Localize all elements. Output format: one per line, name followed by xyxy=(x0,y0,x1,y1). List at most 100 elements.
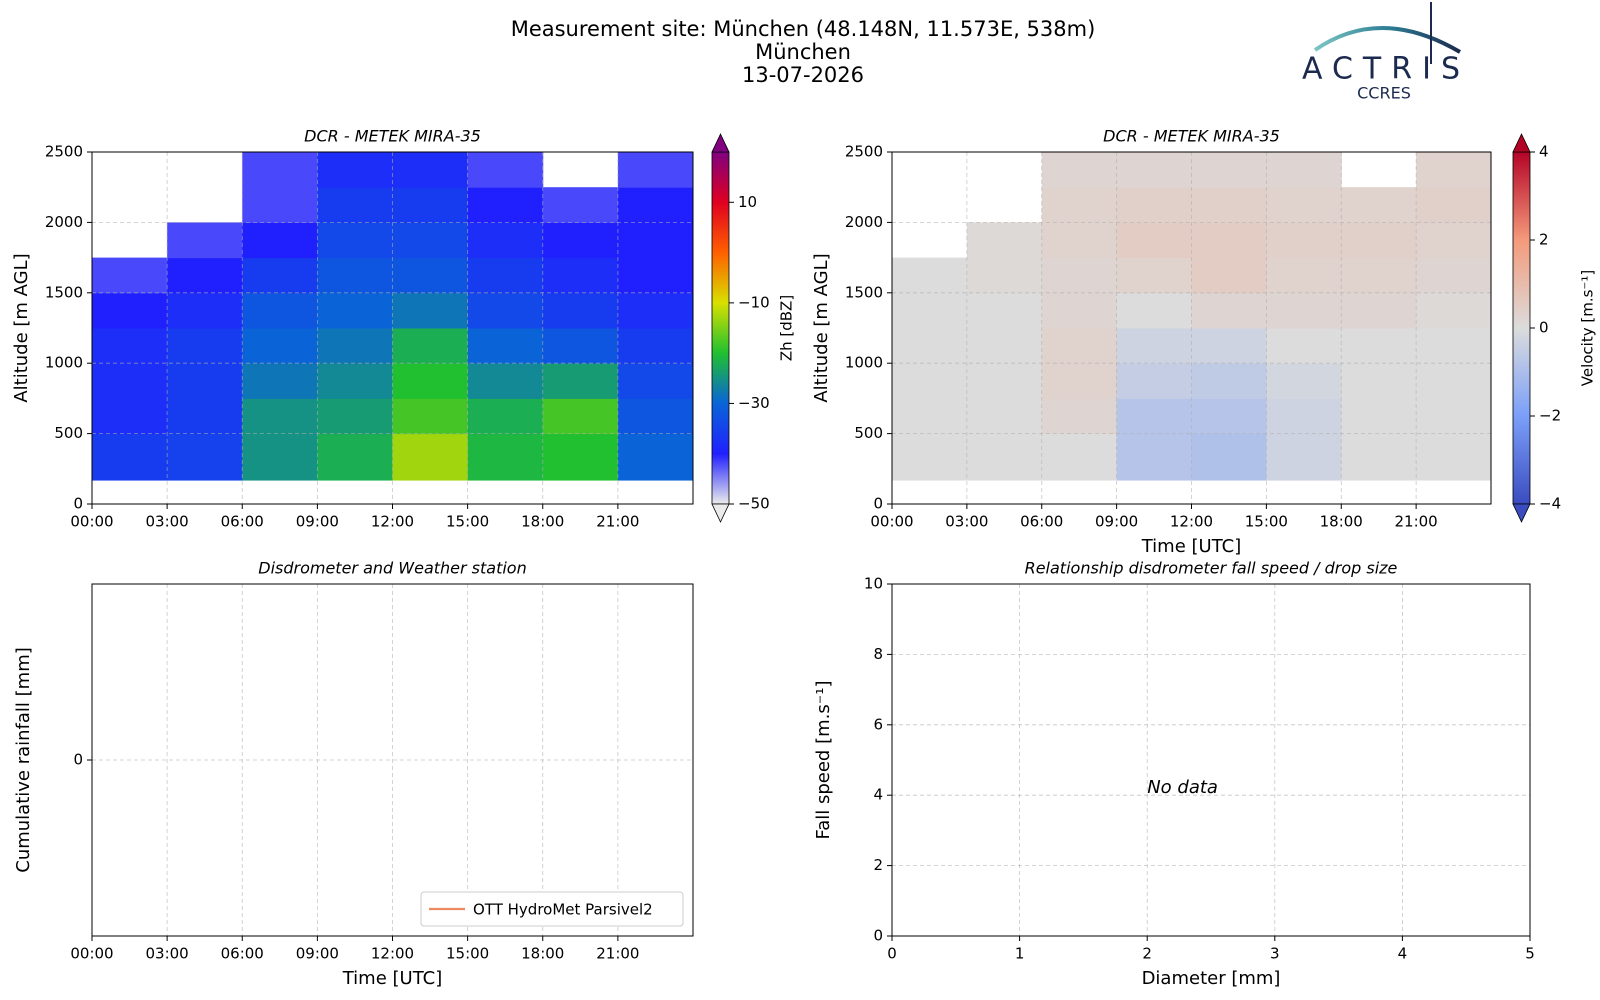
heatmap-cell xyxy=(1041,257,1118,294)
x-tick-label: 03:00 xyxy=(146,513,189,531)
y-tick-label: 2 xyxy=(873,856,883,874)
heatmap-cell xyxy=(892,363,968,399)
heatmap-cell xyxy=(1041,328,1118,364)
heatmap-cell xyxy=(542,363,619,399)
heatmap-cell xyxy=(1266,398,1342,435)
heatmap-cell xyxy=(392,257,469,294)
heatmap-cell xyxy=(1191,292,1267,329)
x-tick-label: 09:00 xyxy=(296,945,339,963)
y-tick-label: 2000 xyxy=(845,213,883,231)
y-tick-label: 0 xyxy=(73,495,83,513)
plot-title: Disdrometer and Weather station xyxy=(258,559,526,578)
y-tick-label: 0 xyxy=(73,751,83,769)
colorbar-extend xyxy=(1512,503,1531,523)
colorbar-extend xyxy=(711,133,730,153)
y-tick-label: 1000 xyxy=(45,354,83,372)
heatmap-cell xyxy=(617,398,694,435)
heatmap-cell xyxy=(966,433,1043,481)
heatmap-cell xyxy=(92,433,168,481)
heatmap-cell xyxy=(242,363,318,399)
heatmap-cell xyxy=(966,257,1043,294)
x-tick-label: 09:00 xyxy=(296,513,339,531)
site-name: München xyxy=(755,40,851,64)
heatmap-cell xyxy=(242,257,318,294)
colorbar xyxy=(711,151,730,505)
heatmap-cell xyxy=(242,292,318,329)
x-tick-label: 18:00 xyxy=(1320,513,1363,531)
heatmap-cell xyxy=(1341,398,1417,435)
heatmap-cell xyxy=(1266,222,1342,259)
heatmap-cell xyxy=(167,257,243,294)
y-tick-label: 2500 xyxy=(45,143,83,161)
y-axis-label: Altitude [m AGL] xyxy=(11,253,32,402)
heatmap-cell xyxy=(1191,187,1267,223)
y-tick-label: 500 xyxy=(854,424,883,442)
heatmap-cell xyxy=(1116,398,1192,435)
heatmap-cell xyxy=(892,292,968,329)
heatmap-cell xyxy=(242,398,318,435)
heatmap-cell xyxy=(1341,292,1417,329)
plot-title: Relationship disdrometer fall speed / dr… xyxy=(1025,559,1398,578)
heatmap-cell xyxy=(966,398,1043,435)
heatmap-cell xyxy=(617,187,694,223)
y-axis-label: Fall speed [m.s⁻¹] xyxy=(813,681,834,840)
x-tick-label: 00:00 xyxy=(70,513,113,531)
heatmap-cell xyxy=(892,328,968,364)
heatmap-cell xyxy=(167,363,243,399)
heatmap-cell xyxy=(1341,257,1417,294)
x-tick-label: 21:00 xyxy=(596,513,639,531)
heatmap-cell xyxy=(542,328,619,364)
legend-label: OTT HydroMet Parsivel2 xyxy=(473,901,653,919)
heatmap-cell xyxy=(1041,222,1118,259)
colorbar xyxy=(1512,151,1531,505)
heatmap-cell xyxy=(1341,328,1417,364)
heatmap-cell xyxy=(892,257,968,294)
heatmap-cell xyxy=(542,398,619,435)
colorbar-label: Velocity [m.s⁻¹] xyxy=(1579,270,1597,386)
x-tick-label: 15:00 xyxy=(446,513,489,531)
heatmap-cell xyxy=(1041,398,1118,435)
logo-subtitle: CCRES xyxy=(1357,84,1411,103)
heatmap-cell xyxy=(467,187,544,223)
heatmap-cell xyxy=(1341,187,1417,223)
heatmap-cell xyxy=(92,328,168,364)
y-tick-label: 1500 xyxy=(45,283,83,301)
heatmap-cell xyxy=(892,433,968,481)
x-tick-label: 15:00 xyxy=(446,945,489,963)
heatmap-cell xyxy=(617,433,694,481)
colorbar-tick-label: 10 xyxy=(738,193,757,211)
heatmap-cell xyxy=(1416,328,1492,364)
y-tick-label: 4 xyxy=(873,786,883,804)
x-tick-label: 3 xyxy=(1270,945,1280,963)
heatmap-cell xyxy=(1116,187,1192,223)
heatmap-cell xyxy=(467,152,544,188)
panel: OTT HydroMet Parsivel2 00:00 03:00 06:00 09:… xyxy=(13,559,694,989)
x-tick-label: 12:00 xyxy=(371,945,414,963)
heatmap-cell xyxy=(167,222,243,259)
x-tick-label: 15:00 xyxy=(1245,513,1288,531)
plot-title: DCR - METEK MIRA-35 xyxy=(1103,127,1280,146)
colorbar-tick-label: −30 xyxy=(738,394,770,412)
heatmap-cell xyxy=(167,398,243,435)
heatmap-cell xyxy=(467,433,544,481)
heatmap-cell xyxy=(1116,433,1192,481)
heatmap-cell xyxy=(242,222,318,259)
x-tick-label: 18:00 xyxy=(521,945,564,963)
logo-name: ACTRIS xyxy=(1302,52,1470,87)
heatmap-cell xyxy=(1416,152,1492,188)
heatmap-cell xyxy=(167,292,243,329)
x-tick-label: 5 xyxy=(1525,945,1535,963)
heatmap-cell xyxy=(1416,433,1492,481)
x-tick-label: 06:00 xyxy=(221,945,264,963)
colorbar-extend xyxy=(1512,133,1531,153)
colorbar-tick-label: −50 xyxy=(738,495,770,513)
colorbar-extend xyxy=(711,503,730,523)
heatmap-cell xyxy=(617,363,694,399)
heatmap-cell xyxy=(1416,292,1492,329)
heatmap-cell xyxy=(617,222,694,259)
heatmap-cell xyxy=(467,398,544,435)
x-tick-label: 12:00 xyxy=(371,513,414,531)
panel: 00:00 03:00 06:00 09:00 12:00 15:00 18:00 21:00… xyxy=(11,127,796,531)
heatmap-cell xyxy=(542,187,619,223)
x-tick-label: 4 xyxy=(1398,945,1408,963)
